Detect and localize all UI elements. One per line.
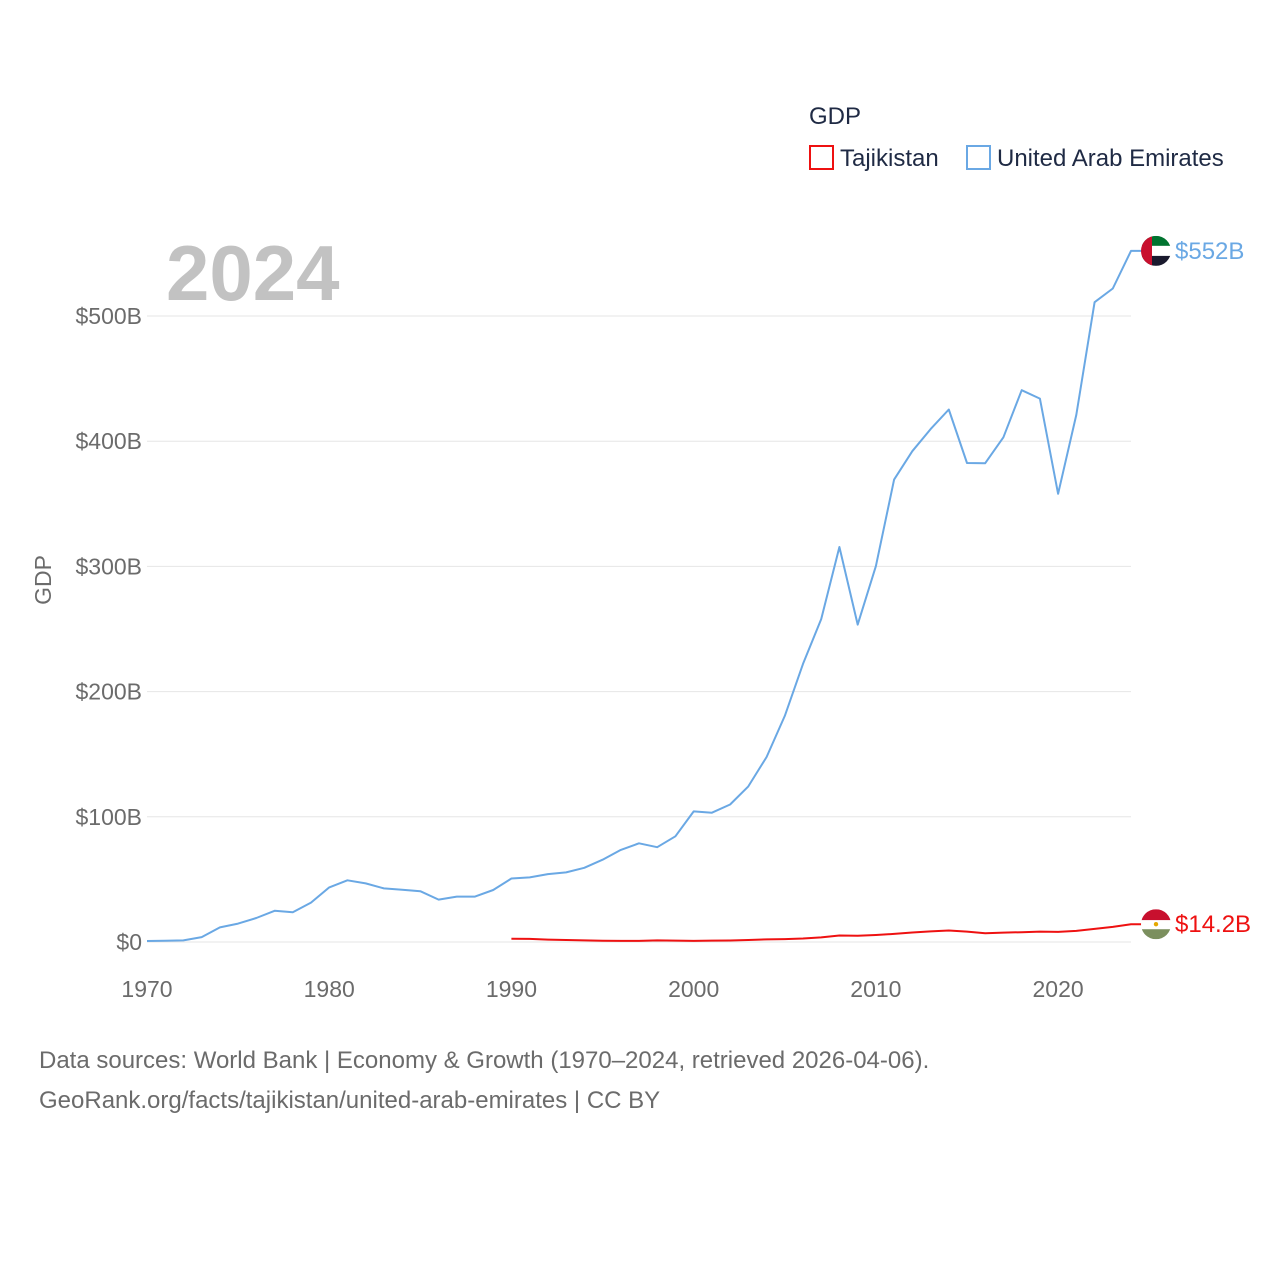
- legend: GDP Tajikistan United Arab Emirates: [809, 103, 1224, 172]
- x-axis-ticks: 1970 1980 1990 2000 2010 2020: [121, 976, 1083, 1002]
- uae-end-label: $552B: [1175, 238, 1244, 265]
- series-line-uae: [146, 249, 1143, 942]
- series-lines: [146, 249, 1143, 942]
- y-tick-label: $100B: [75, 804, 142, 830]
- year-display: 2024: [166, 229, 340, 317]
- legend-swatch-tajikistan: [809, 145, 834, 170]
- y-tick-label: $200B: [75, 679, 142, 705]
- source-line-1: Data sources: World Bank | Economy & Gro…: [39, 1047, 929, 1074]
- y-tick-label: $0: [116, 929, 142, 955]
- x-tick-label: 1970: [121, 976, 172, 1002]
- x-tick-label: 2020: [1033, 976, 1084, 1002]
- legend-swatch-uae: [966, 145, 991, 170]
- y-axis-title: GDP: [30, 555, 56, 605]
- x-tick-label: 2010: [850, 976, 901, 1002]
- x-tick-label: 1980: [304, 976, 355, 1002]
- y-tick-label: $300B: [75, 553, 142, 579]
- x-tick-label: 2000: [668, 976, 719, 1002]
- legend-label-tajikistan[interactable]: Tajikistan: [840, 145, 939, 172]
- uae-flag-icon: [1141, 235, 1171, 266]
- y-tick-label: $400B: [75, 428, 142, 454]
- tajikistan-end-label: $14.2B: [1175, 911, 1251, 938]
- tajikistan-flag-icon: [1141, 909, 1171, 940]
- end-markers: $552B $14.2B: [1141, 235, 1251, 940]
- y-axis-ticks: $0 $100B $200B $300B $400B $500B: [75, 303, 142, 955]
- gridlines: [147, 315, 1131, 943]
- y-tick-label: $500B: [75, 303, 142, 329]
- source-line-2[interactable]: GeoRank.org/facts/tajikistan/united-arab…: [39, 1087, 660, 1114]
- legend-title: GDP: [809, 103, 861, 130]
- x-tick-label: 1990: [486, 976, 537, 1002]
- legend-label-uae[interactable]: United Arab Emirates: [997, 145, 1224, 172]
- series-line-tajikistan: [511, 923, 1143, 942]
